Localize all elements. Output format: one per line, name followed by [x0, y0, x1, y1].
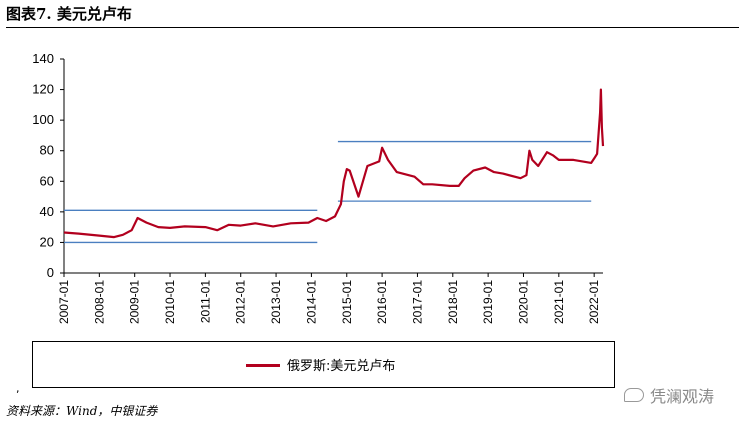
y-tick-label: 120 — [32, 82, 54, 97]
x-tick-label: 2009-01 — [128, 280, 142, 324]
chart-area: 0 20 40 60 80 100 120 140 2007-01 2008-01 2009-01 2… — [32, 51, 605, 324]
x-tick-label: 2007-01 — [57, 280, 71, 324]
x-tick-label: 2022-01 — [587, 280, 601, 324]
legend-label: 俄罗斯:美元兑卢布 — [287, 359, 396, 374]
source-note: 资料来源：Wind，中银证券 — [6, 404, 158, 418]
x-tick-label: 2018-01 — [446, 280, 460, 324]
y-tick-label: 20 — [40, 234, 54, 249]
x-tick-label: 2012-01 — [234, 280, 248, 324]
y-tick-label: 60 — [40, 173, 54, 188]
y-tick-label: 80 — [40, 143, 54, 158]
stray-mark: , — [16, 382, 20, 395]
y-tick-label: 100 — [32, 112, 54, 127]
series-line — [63, 88, 605, 239]
trend-lines — [64, 140, 592, 244]
x-tick-label: 2008-01 — [92, 280, 106, 324]
x-tick-label: 2013-01 — [269, 280, 283, 324]
legend: 俄罗斯:美元兑卢布 — [32, 341, 615, 388]
x-tick-label: 2019-01 — [481, 280, 495, 324]
x-tick-label: 2020-01 — [516, 280, 530, 324]
y-tick-label: 140 — [32, 51, 54, 66]
x-tick-label: 2021-01 — [552, 280, 566, 324]
x-tick-label: 2011-01 — [198, 280, 212, 323]
x-tick-label: 2016-01 — [375, 280, 389, 324]
x-tick-label: 2014-01 — [304, 280, 318, 324]
chart-title: 图表7. 美元兑卢布 — [6, 5, 132, 23]
x-tick-label: 2015-01 — [340, 280, 354, 324]
title-divider — [6, 27, 739, 28]
x-tick-label: 2010-01 — [163, 280, 177, 324]
legend-swatch — [246, 364, 280, 367]
y-tick-label: 0 — [47, 265, 54, 280]
watermark: 凭澜观涛 — [624, 383, 714, 407]
series-lines — [63, 88, 605, 239]
axes: 0 20 40 60 80 100 120 140 2007-01 2008-01 2009-01 2… — [32, 51, 603, 324]
x-tick-label: 2017-01 — [410, 280, 424, 324]
watermark-text: 凭澜观涛 — [650, 387, 715, 406]
wechat-icon — [624, 388, 644, 402]
y-tick-label: 40 — [40, 204, 54, 219]
